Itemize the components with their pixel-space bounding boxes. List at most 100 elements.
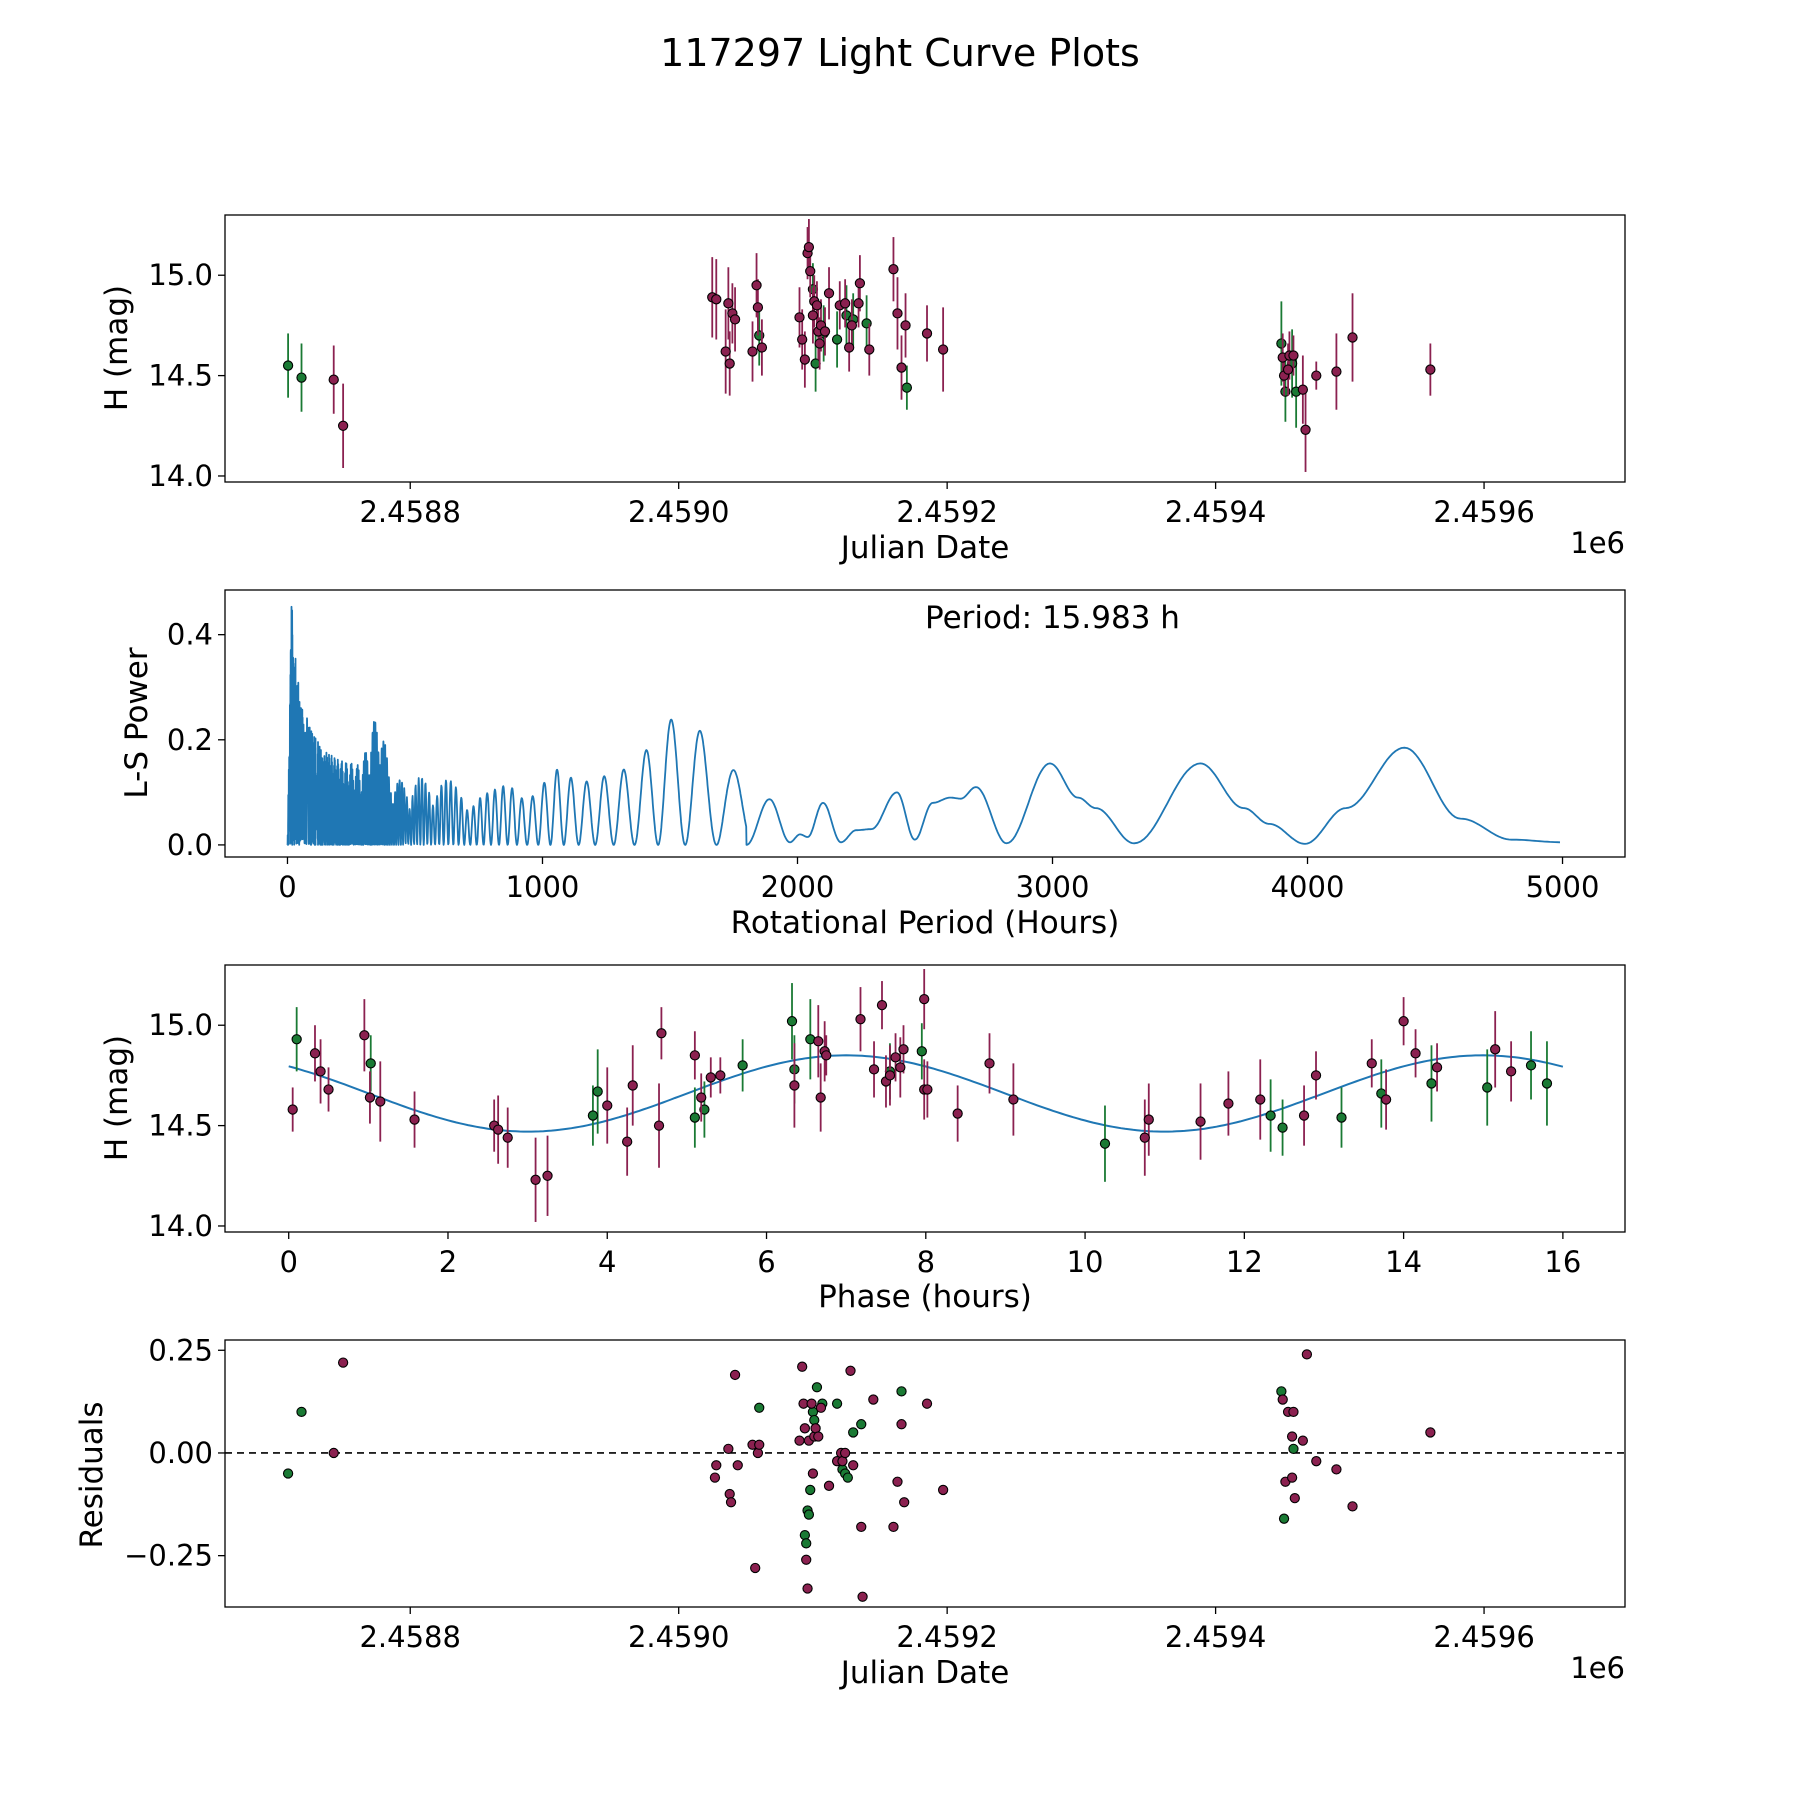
lightcurve-point-purple [1300,424,1311,435]
phased-point-green [1426,1078,1437,1089]
phased-ticks: 0 2 4 6 8 10 12 14 16 14.0 14.5 15.0 [148,1008,1581,1279]
lightcurve-point-purple [752,302,764,313]
phased-point-purple [855,1014,866,1025]
residuals-point-purple [921,1398,933,1409]
lightcurve-point-purple [839,298,851,309]
phased-point-purple [821,1050,832,1061]
phased-frame [224,964,1626,1233]
lightcurve-point-purple [1425,364,1436,375]
lightcurve-point-purple [720,346,731,357]
residuals-point-purple [1301,1349,1313,1360]
lightcurve-xlabel: Julian Date [839,530,1010,566]
residuals-marks [225,1349,1625,1602]
phased-point-purple [315,1066,326,1077]
phased-point-green [365,1058,376,1069]
residuals-point-purple [337,1357,349,1368]
lightcurve-point-purple [805,266,816,277]
residuals-point-green [848,1427,859,1438]
residuals-ytick-label: −0.25 [124,1539,213,1573]
residuals-xtick-label: 2.4596 [1433,1620,1534,1654]
residuals-point-purple [1286,1431,1298,1442]
lightcurve-panel: 2.4588 2.4590 2.4592 2.4594 2.4596 14.0 14.5 15… [99,214,1626,566]
phased-point-purple [1008,1094,1019,1105]
residuals-ytick-label: 0.25 [148,1333,213,1367]
residuals-point-purple [1288,1406,1299,1418]
phased-point-purple [789,1080,800,1091]
periodogram-ylabel: L-S Power [119,647,155,798]
phased-point-purple [1490,1044,1501,1055]
residuals-point-purple [848,1460,859,1471]
lightcurve-point-purple [337,420,349,431]
phased-xtick-label: 8 [917,1245,935,1279]
lightcurve-point-purple [724,358,735,369]
phased-point-purple [884,1070,896,1081]
residuals-point-purple [1425,1427,1436,1438]
residuals-point-purple [799,1423,811,1434]
lightcurve-point-purple [751,280,762,291]
lightcurve-point-purple [803,241,815,253]
periodogram-marks [286,605,1561,846]
lightcurve-point-purple [814,338,825,349]
phased-point-purple [364,1092,376,1103]
phased-point-purple [876,1000,888,1011]
residuals-point-green [282,1468,294,1479]
phased-point-purple [715,1070,726,1081]
periodogram-line [286,605,1561,846]
periodogram-xlabel: Rotational Period (Hours) [731,905,1120,941]
phased-point-purple [1410,1048,1421,1059]
phased-point-purple [309,1048,321,1059]
residuals-point-green [896,1386,907,1397]
phased-point-purple [689,1050,701,1061]
lightcurve-ticks: 2.4588 2.4590 2.4592 2.4594 2.4596 14.0 14.5 15… [148,258,1534,529]
phased-point-green [1482,1082,1493,1093]
phased-point-green [916,1046,927,1057]
periodogram-xtick-label: 5000 [1526,870,1600,904]
phased-point-purple [919,993,930,1005]
phased-point-purple [622,1136,633,1147]
lightcurve-point-purple [729,314,741,325]
residuals-point-green [809,1414,820,1426]
residuals-panel: 2.4588 2.4590 2.4592 2.4594 2.4596 −0.25 0.00 0… [74,1333,1626,1691]
residuals-point-purple [1331,1464,1342,1475]
phased-point-green [1541,1078,1553,1089]
residuals-point-purple [806,1398,817,1409]
lightcurve-point-purple [888,264,899,275]
phased-point-green [786,1016,798,1027]
lightcurve-point-purple [1282,364,1294,375]
phased-point-purple [952,1108,963,1119]
periodogram-xtick-label: 1000 [506,870,580,904]
periodogram-panel: 0 1000 2000 3000 4000 5000 0.0 0.2 0.4 Period: 1… [119,589,1626,941]
lightcurve-point-purple [896,362,907,373]
periodogram-xtick-label: 0 [278,870,296,904]
residuals-point-green [856,1419,867,1430]
lightcurve-x-offset: 1e6 [1570,526,1625,560]
residuals-point-purple [1286,1472,1298,1483]
residuals-point-purple [845,1365,856,1376]
period-annotation: Period: 15.983 h [925,600,1180,636]
lightcurve-point-green [282,360,294,371]
lightcurve-point-purple [711,294,722,305]
periodogram-xtick-label: 3000 [1016,870,1090,904]
phased-xtick-label: 14 [1385,1245,1422,1279]
lightcurve-point-purple [846,320,857,331]
lightcurve-point-purple [756,342,768,353]
lightcurve-point-purple [937,344,949,355]
phased-point-purple [493,1124,504,1135]
phased-point-purple [323,1084,334,1095]
phased-point-purple [1143,1114,1154,1125]
phased-ytick-label: 15.0 [148,1008,213,1042]
lightcurve-point-purple [807,310,819,321]
lightcurve-point-purple [921,328,933,339]
residuals-point-green [811,1382,823,1393]
phased-point-purple [1398,1016,1409,1027]
lightcurve-marks [282,219,1436,472]
lightcurve-point-purple [1297,384,1309,395]
lightcurve-point-purple [799,354,811,365]
lightcurve-point-purple [1331,366,1342,377]
lightcurve-point-purple [819,326,831,337]
periodogram-ytick-label: 0.0 [167,828,213,862]
residuals-point-purple [797,1361,808,1372]
periodogram-xtick-label: 2000 [761,870,835,904]
phased-point-purple [813,1036,824,1047]
